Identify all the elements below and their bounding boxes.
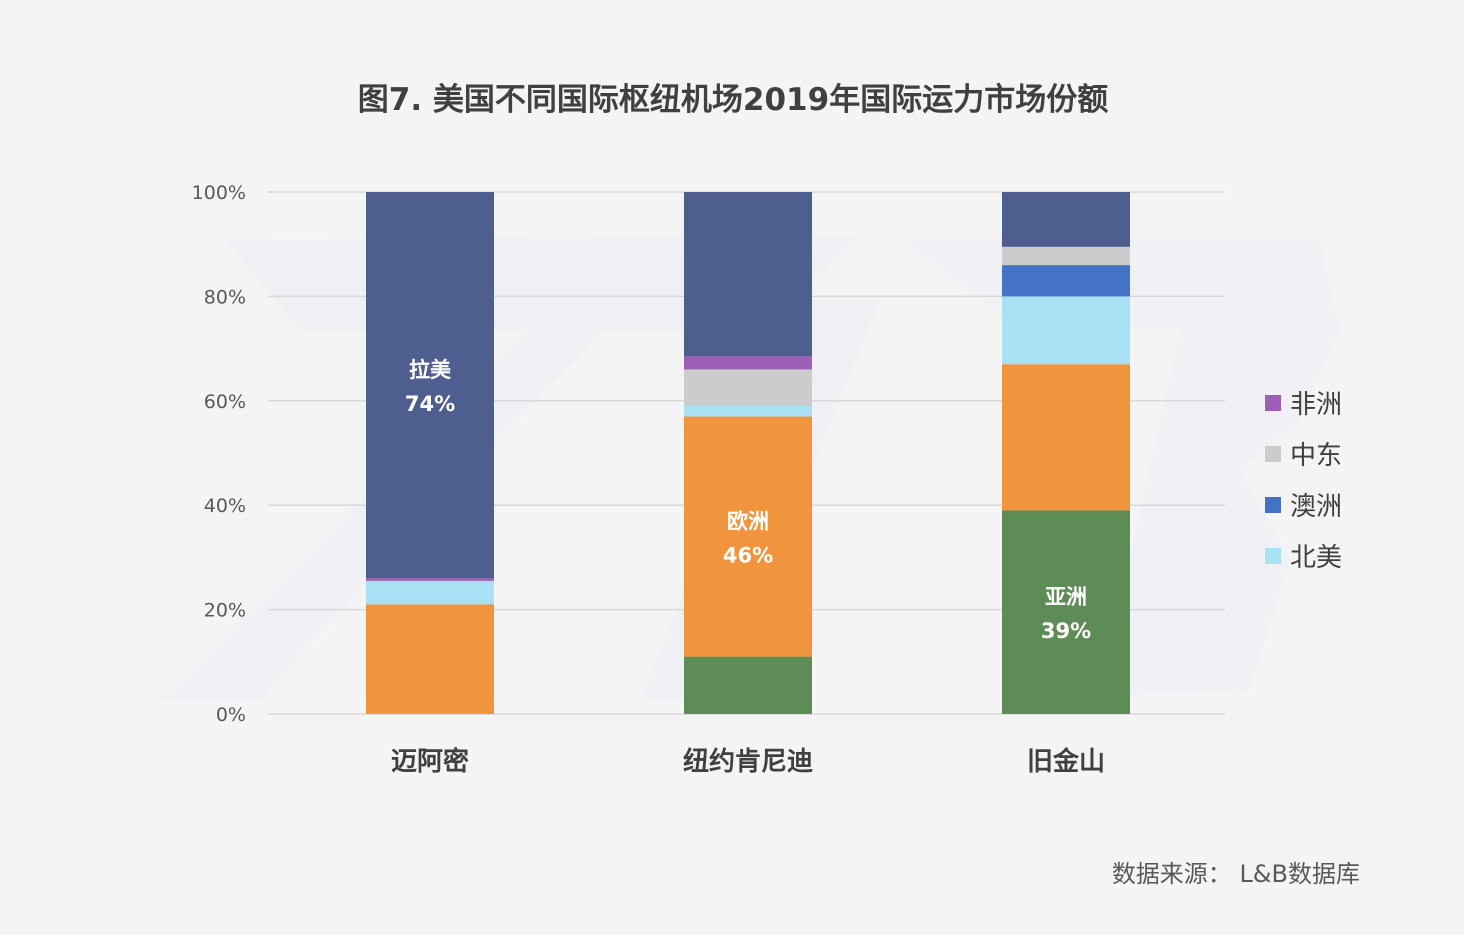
bar-segment-africa	[684, 356, 812, 370]
bar-segment-north_america	[684, 406, 812, 417]
bar-segment-middle_east	[684, 369, 812, 407]
x-category-label: 迈阿密	[391, 746, 469, 777]
y-tick-label: 20%	[204, 600, 246, 622]
legend-swatch	[1265, 446, 1281, 462]
bar-segment-latin_america	[1002, 192, 1130, 247]
legend-swatch	[1265, 548, 1281, 564]
y-tick-label: 40%	[204, 495, 246, 517]
bar-annotation-value: 74%	[405, 392, 455, 416]
legend-label: 北美	[1290, 543, 1342, 573]
bar-annotations: 拉美 74% 欧洲 46% 亚洲 39%	[405, 358, 1091, 643]
x-axis: 迈阿密 纽约肯尼迪 旧金山	[391, 746, 1105, 777]
bar-segment-asia	[1002, 510, 1130, 714]
bar-annotation-label: 欧洲	[727, 510, 769, 534]
legend-label: 澳洲	[1290, 492, 1342, 522]
bar-segment-oceania	[1002, 265, 1130, 297]
x-category-label: 旧金山	[1027, 746, 1105, 777]
bars	[366, 192, 1130, 714]
chart-title: 图7. 美国不同国际枢纽机场2019年国际运力市场份额	[358, 82, 1108, 118]
bar-segment-latin_america	[684, 192, 812, 357]
legend-label: 非洲	[1290, 390, 1342, 420]
y-tick-label: 60%	[204, 391, 246, 413]
legend-swatch	[1265, 497, 1281, 513]
bar-annotation-label: 亚洲	[1045, 585, 1087, 609]
bar-segment-middle_east	[1002, 246, 1130, 266]
y-tick-label: 100%	[192, 182, 246, 204]
bar-segment-north_america	[1002, 296, 1130, 365]
bar-segment-europe	[1002, 364, 1130, 511]
bar-annotation-value: 46%	[723, 544, 773, 568]
bar-segment-africa	[366, 578, 494, 581]
data-source: 数据来源： L&B数据库	[1112, 860, 1360, 888]
y-tick-label: 80%	[204, 286, 246, 308]
bar-segment-north_america	[366, 580, 494, 605]
y-axis: 0% 20% 40% 60% 80% 100%	[192, 182, 246, 726]
bar-annotation-value: 39%	[1041, 619, 1091, 643]
bar-segment-europe	[366, 604, 494, 714]
legend-swatch	[1265, 395, 1281, 411]
x-category-label: 纽约肯尼迪	[683, 746, 813, 777]
bar-segment-europe	[684, 416, 812, 657]
y-tick-label: 0%	[216, 704, 246, 726]
bar-segment-asia	[684, 656, 812, 714]
legend-label: 中东	[1290, 441, 1342, 471]
bar-segment-latin_america	[366, 192, 494, 579]
bar-annotation-label: 拉美	[409, 358, 451, 382]
